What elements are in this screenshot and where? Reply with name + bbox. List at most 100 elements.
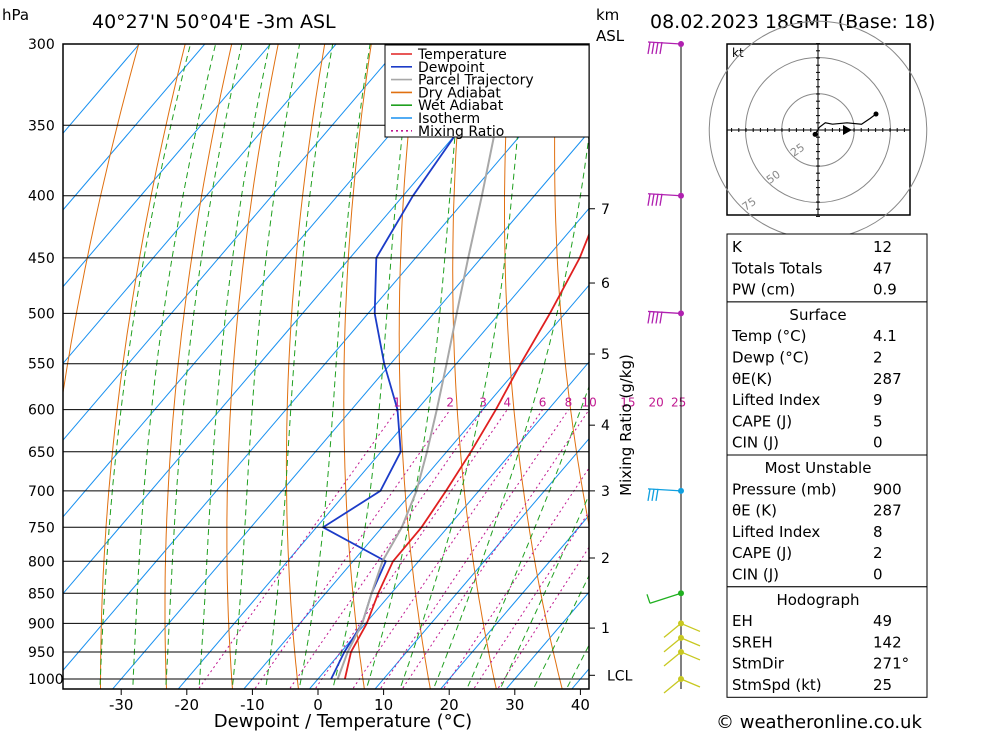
legend-label: Isotherm xyxy=(418,111,480,127)
index-label: CIN (J) xyxy=(732,566,779,584)
wind-barb-feather xyxy=(659,193,663,206)
dry-adiabat-line xyxy=(63,44,140,396)
index-label: K xyxy=(732,238,743,256)
pressure-tick-label: 800 xyxy=(28,554,55,570)
legend-label: Dewpoint xyxy=(418,60,485,76)
mixing-ratio-label: 6 xyxy=(539,396,547,410)
wind-barb-feather xyxy=(651,193,655,206)
index-label: Lifted Index xyxy=(732,523,820,541)
index-label: CAPE (J) xyxy=(732,544,792,562)
mixing-ratio-label: 8 xyxy=(565,396,573,410)
dry-adiabat-line xyxy=(970,8,1000,705)
index-value: 287 xyxy=(873,502,902,520)
index-value: 9 xyxy=(873,391,883,409)
mixing-ratio-axis-label: Mixing Ratio (g/kg) xyxy=(617,354,635,496)
km-tick-label: 5 xyxy=(601,347,610,363)
mixing-ratio-line xyxy=(473,510,589,689)
index-value: 2 xyxy=(873,349,883,367)
wind-barb-shaft xyxy=(647,193,682,197)
wet-adiabat-line xyxy=(132,44,217,689)
km-tick-label: 3 xyxy=(601,484,610,500)
index-value: 271° xyxy=(873,655,909,673)
wind-barb-feather xyxy=(659,311,663,324)
index-label: Temp (°C) xyxy=(731,327,806,345)
wet-adiabat-line xyxy=(198,44,271,689)
index-label: Pressure (mb) xyxy=(732,480,837,498)
legend-label: Temperature xyxy=(417,47,507,63)
km-tick-label: 2 xyxy=(601,551,610,567)
most-unstable-box xyxy=(726,454,928,588)
index-value: 0 xyxy=(873,566,883,584)
index-label: EH xyxy=(732,612,753,630)
dry-adiabat-line xyxy=(504,44,563,689)
isotherm-line xyxy=(177,207,589,689)
mixing-ratio-line xyxy=(288,409,484,689)
wind-barb-feather xyxy=(680,622,701,633)
x-tick-label: 20 xyxy=(440,696,459,714)
dry-adiabat-line xyxy=(285,44,326,689)
km-label: km xyxy=(596,6,619,24)
mixing-ratio-line xyxy=(197,409,398,689)
wind-barb-feather xyxy=(651,311,655,324)
surface-title: Surface xyxy=(789,306,846,324)
wind-barb-feather xyxy=(655,311,659,324)
pressure-tick-label: 500 xyxy=(28,306,55,322)
dry-adiabat-line xyxy=(398,44,431,689)
wind-barb-shaft xyxy=(649,592,682,604)
index-value: 287 xyxy=(873,370,902,388)
x-tick-label: 0 xyxy=(313,696,323,714)
x-axis-label: Dewpoint / Temperature (°C) xyxy=(214,711,472,732)
wind-barb-feather xyxy=(655,41,659,55)
x-tick-label: -30 xyxy=(109,696,134,714)
pressure-tick-label: 850 xyxy=(28,586,55,602)
index-value: 47 xyxy=(873,259,892,277)
wind-barb-shaft xyxy=(663,622,682,638)
legend-label: Parcel Trajectory xyxy=(418,73,534,89)
x-tick-label: 10 xyxy=(374,696,393,714)
mixing-ratio-label: 4 xyxy=(503,396,511,410)
x-tick-label: 40 xyxy=(571,696,590,714)
most-unstable-title: Most Unstable xyxy=(765,459,872,477)
wind-barb-feather xyxy=(655,488,659,501)
wet-adiabat-line xyxy=(499,493,589,689)
km-tick-label: 4 xyxy=(601,418,610,434)
dry-adiabat-line xyxy=(554,44,589,528)
dry-adiabat-line xyxy=(100,44,186,689)
index-label: θE(K) xyxy=(732,370,772,388)
legend-label: Wet Adiabat xyxy=(418,98,504,114)
km-tick-label: LCL xyxy=(607,668,633,684)
wet-adiabat-line xyxy=(332,44,414,689)
wet-adiabat-line xyxy=(231,44,301,689)
x-tick-label: -10 xyxy=(240,696,265,714)
wind-barb-feather xyxy=(651,41,655,55)
mixing-ratio-label: 2 xyxy=(446,396,454,410)
mixing-ratio-line xyxy=(352,409,544,689)
km-tick-label: 1 xyxy=(601,621,610,637)
index-value: 0 xyxy=(873,434,883,452)
pressure-tick-label: 400 xyxy=(28,189,55,205)
pressure-tick-label: 900 xyxy=(28,616,55,632)
legend-label: Dry Adiabat xyxy=(418,85,501,101)
wind-barb-feather xyxy=(651,488,655,501)
isotherm-line xyxy=(63,44,272,288)
hodograph-title: Hodograph xyxy=(776,591,859,609)
pressure-tick-label: 650 xyxy=(28,445,55,461)
hodograph-unit-label: kt xyxy=(732,46,744,60)
mixing-ratio-line xyxy=(379,409,569,689)
index-label: StmDir xyxy=(732,655,785,673)
mixing-ratio-line xyxy=(314,409,508,689)
wind-barb-shaft xyxy=(647,488,682,492)
hodograph-trace xyxy=(814,113,877,135)
wet-adiabat-line xyxy=(399,44,527,689)
wind-barb-feather xyxy=(655,193,659,206)
wind-barb-feather xyxy=(647,41,651,55)
pressure-tick-label: 950 xyxy=(28,645,55,661)
mixing-ratio-label: 1 xyxy=(393,396,401,410)
indices-tables: K 12 Totals Totals 47 PW (cm) 0.9 Surface Temp … xyxy=(726,233,928,698)
hodograph-start-point xyxy=(812,131,818,137)
km-tick-label: 7 xyxy=(601,202,610,218)
mixing-ratio-label: 3 xyxy=(479,396,487,410)
index-label: θE (K) xyxy=(732,502,777,520)
axes: 1 2 3 4 6 8 10 15 20 2530035040045050055060065070… xyxy=(28,37,686,714)
